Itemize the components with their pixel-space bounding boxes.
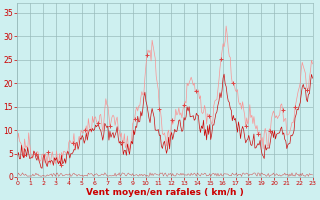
X-axis label: Vent moyen/en rafales ( km/h ): Vent moyen/en rafales ( km/h ) [86, 188, 244, 197]
